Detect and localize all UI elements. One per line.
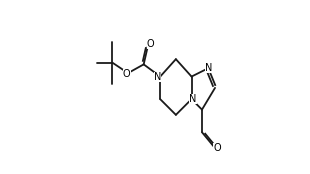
Text: N: N <box>154 72 161 82</box>
Text: N: N <box>189 94 197 104</box>
Text: N: N <box>205 63 212 73</box>
Text: O: O <box>123 69 131 79</box>
Text: O: O <box>214 143 221 153</box>
Text: O: O <box>147 39 154 49</box>
